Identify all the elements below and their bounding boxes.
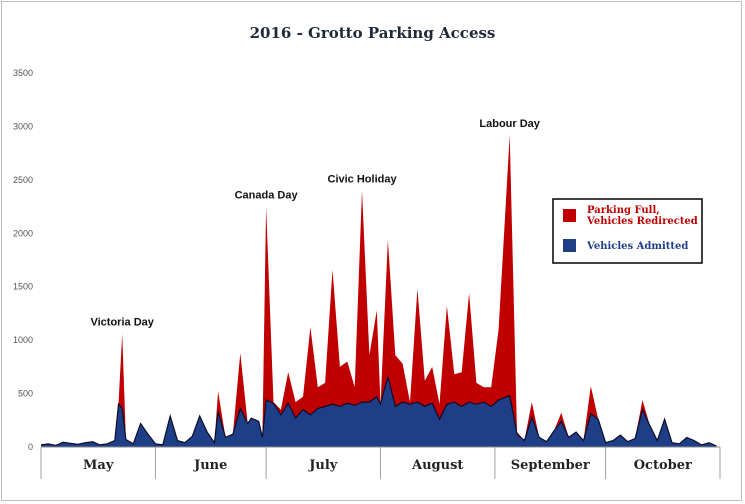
x-tick-label-september: September	[511, 458, 590, 473]
x-tick-label-may: May	[83, 458, 114, 473]
legend: Parking Full,Vehicles Redirected Vehicles…	[552, 198, 703, 264]
legend-label-0-0: Parking Full,	[587, 205, 660, 216]
y-tick-label-0: 0	[28, 442, 33, 452]
y-tick-label-2000: 2000	[13, 228, 33, 238]
legend-label-0-1: Vehicles Redirected	[586, 216, 698, 227]
x-tick-label-june: June	[193, 458, 227, 473]
y-tick-label-2500: 2500	[13, 175, 33, 185]
y-tick-label-3000: 3000	[13, 121, 33, 131]
y-tick-label-1500: 1500	[13, 282, 33, 292]
x-tick-label-july: July	[308, 458, 338, 473]
y-tick-label-500: 500	[18, 389, 33, 399]
series-line-vehicles-admitted	[40, 376, 717, 447]
series-area-vehicles-admitted	[41, 376, 717, 447]
y-tick-label-3500: 3500	[13, 68, 33, 78]
annotation-canada-day: Canada Day	[235, 190, 299, 202]
annotations: Victoria Day Canada Day Civic Holiday Labou…	[90, 118, 540, 329]
annotation-civic-holiday: Civic Holiday	[328, 174, 398, 186]
annotation-labour-day: Labour Day	[479, 118, 540, 130]
y-tick-label-1000: 1000	[13, 335, 33, 345]
y-axis: 0 500 1000 1500 2000 2500 3000 3500	[13, 68, 33, 452]
annotation-victoria-day: Victoria Day	[90, 317, 154, 329]
x-tick-label-august: August	[411, 458, 463, 473]
legend-swatch-0	[563, 209, 576, 222]
legend-label-1-0: Vehicles Admitted	[586, 241, 688, 252]
legend-swatch-1	[563, 239, 576, 252]
x-axis: May June July August September October	[40, 446, 721, 479]
legend-box	[552, 198, 703, 264]
x-tick-label-october: October	[634, 458, 692, 473]
chart-title: 2016 - Grotto Parking Access	[249, 24, 496, 42]
series-area-parking-full	[41, 135, 717, 447]
